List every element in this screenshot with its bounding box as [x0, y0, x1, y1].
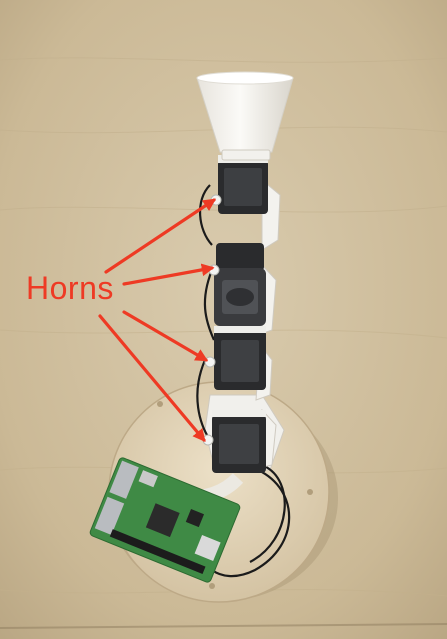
arrow-4 — [98, 314, 206, 442]
circuit-board — [89, 457, 241, 583]
servo-3 — [214, 326, 266, 390]
servo-2 — [214, 243, 266, 326]
horns-label: Horns — [26, 270, 114, 306]
base-screw — [157, 401, 163, 407]
arrow-2 — [122, 263, 215, 286]
arrow-1 — [104, 198, 217, 274]
base-screw — [209, 583, 215, 589]
base-screw — [307, 489, 313, 495]
horn-arrows — [98, 198, 217, 442]
servo-4 — [212, 410, 266, 473]
panel-seam — [0, 623, 447, 629]
arrow-3 — [122, 310, 209, 362]
lampshade — [196, 71, 294, 161]
servo-1 — [218, 155, 268, 214]
